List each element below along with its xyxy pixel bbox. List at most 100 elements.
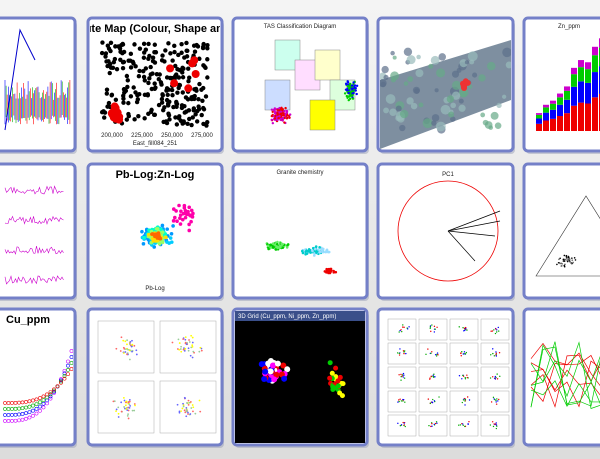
thumbnail[interactable] <box>0 162 77 301</box>
dot <box>494 375 497 378</box>
dot <box>142 92 148 97</box>
dot <box>179 348 182 350</box>
dot <box>278 114 281 118</box>
dot <box>571 259 574 261</box>
relief <box>380 40 511 149</box>
dot <box>123 406 126 408</box>
thumbnail[interactable] <box>376 16 515 154</box>
dot <box>332 271 336 274</box>
dot <box>465 351 468 354</box>
dot <box>184 84 193 93</box>
dot <box>567 258 570 260</box>
dot <box>173 215 177 220</box>
dot <box>274 248 278 251</box>
panel <box>480 318 510 341</box>
line <box>4 28 36 131</box>
dot <box>191 94 196 100</box>
dot <box>156 77 162 82</box>
label: Zn_ppm <box>558 24 580 30</box>
dot <box>273 109 276 112</box>
dot <box>351 84 354 87</box>
dot <box>191 43 197 48</box>
thumbnail[interactable] <box>522 162 600 301</box>
dot <box>344 82 348 85</box>
dot <box>120 336 123 339</box>
panel <box>418 342 448 365</box>
dot <box>466 374 468 376</box>
dot <box>150 55 156 60</box>
dot <box>335 383 341 389</box>
thumbnail[interactable]: Granite chemistry <box>231 162 369 301</box>
dot <box>190 334 193 337</box>
dot <box>281 246 285 249</box>
dot <box>167 117 172 122</box>
dot <box>563 260 566 262</box>
dot <box>468 399 471 401</box>
thumbnail[interactable]: Zn_ppm <box>522 16 600 154</box>
dot <box>200 45 206 51</box>
dot <box>104 87 110 92</box>
dot <box>354 89 357 92</box>
dot <box>436 326 438 328</box>
thumbnail[interactable]: PC1 <box>376 162 515 301</box>
bar <box>571 86 577 106</box>
dot <box>199 87 204 92</box>
dot <box>174 101 179 106</box>
dot <box>200 98 205 103</box>
dot <box>135 353 138 356</box>
dot <box>462 326 464 329</box>
thumbnail[interactable] <box>522 307 600 448</box>
dot <box>563 264 566 267</box>
point <box>69 355 73 359</box>
thumbnail[interactable]: 3D Grid (Cu_ppm, Ni_ppm, Zn_ppm) <box>231 307 369 448</box>
dot <box>130 345 133 348</box>
dot <box>120 401 123 404</box>
dot <box>187 116 192 122</box>
panel <box>97 380 155 434</box>
dot <box>119 43 124 48</box>
dot <box>126 343 128 346</box>
dot <box>427 398 430 400</box>
dot <box>189 219 193 224</box>
thumbnail[interactable]: TAS Classification Diagram <box>231 16 369 154</box>
bump <box>410 102 418 110</box>
dot <box>194 88 199 93</box>
dot <box>199 112 204 118</box>
bump <box>406 97 414 105</box>
thumbnail[interactable] <box>86 307 224 448</box>
dot <box>100 40 105 45</box>
dot <box>151 112 157 118</box>
dot <box>434 328 436 330</box>
point <box>52 387 56 392</box>
dot <box>404 425 406 428</box>
bump <box>458 98 464 104</box>
dot <box>329 370 335 376</box>
dot <box>463 327 466 330</box>
dot <box>558 258 560 261</box>
dot <box>174 122 180 127</box>
dot <box>347 98 350 102</box>
thumbnail[interactable]: Cu_ppm <box>0 307 77 448</box>
thumbnail[interactable] <box>0 16 77 154</box>
dot <box>496 378 499 380</box>
thumbnail[interactable] <box>376 307 515 448</box>
dot <box>179 209 183 214</box>
point <box>31 403 35 408</box>
dot <box>461 378 463 380</box>
dot <box>267 368 274 375</box>
point <box>38 400 42 405</box>
point <box>69 361 73 365</box>
dot <box>173 63 178 69</box>
dot <box>566 259 569 261</box>
dot <box>174 209 178 213</box>
dot <box>288 116 291 119</box>
dot <box>107 70 112 76</box>
dot <box>402 398 405 401</box>
dot <box>119 350 122 352</box>
dot <box>433 331 436 333</box>
dot <box>113 400 116 403</box>
thumbnail[interactable]: Pb-Log:Zn-Log Pb-Log <box>86 162 224 301</box>
thumbnail[interactable]: Attribute Map (Colour, Shape and Size 200… <box>55 16 254 154</box>
label: TAS Classification Diagram <box>264 24 337 30</box>
dot <box>192 350 195 353</box>
